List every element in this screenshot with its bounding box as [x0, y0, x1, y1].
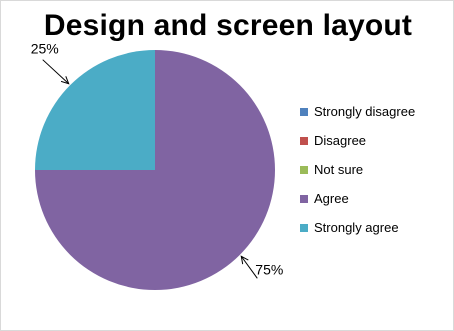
legend-label: Strongly agree — [314, 220, 399, 235]
legend-item: Strongly disagree — [300, 104, 415, 119]
chart-legend: Strongly disagree Disagree Not sure Agree St… — [300, 104, 415, 249]
legend-swatch — [300, 165, 308, 174]
legend-label: Disagree — [314, 133, 367, 148]
leader-arrowhead — [240, 255, 249, 265]
legend-label: Not sure — [314, 162, 364, 177]
leader-arrowhead — [60, 76, 70, 85]
leader-line — [42, 59, 70, 85]
leader-line — [240, 255, 258, 279]
legend-label: Agree — [314, 191, 349, 206]
legend-item: Agree — [300, 191, 415, 206]
legend-swatch — [300, 223, 308, 232]
pie-slice-strongly-agree — [35, 50, 155, 170]
data-label-agree: 75% — [255, 261, 283, 277]
legend-swatch — [300, 136, 308, 145]
chart-title: Design and screen layout — [43, 9, 413, 42]
legend-item: Not sure — [300, 162, 415, 177]
legend-swatch — [300, 194, 308, 203]
legend-item: Strongly agree — [300, 220, 415, 235]
data-label-strongly-agree: 25% — [31, 41, 59, 57]
legend-label: Strongly disagree — [314, 104, 416, 119]
legend-swatch — [300, 107, 308, 116]
legend-item: Disagree — [300, 133, 415, 148]
